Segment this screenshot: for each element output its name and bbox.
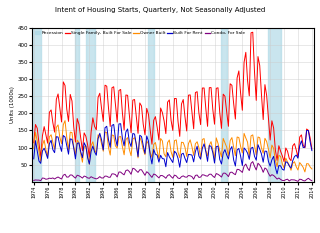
Bar [268,28,281,182]
Bar [86,28,95,182]
Bar [221,28,227,182]
Y-axis label: Units (1000s): Units (1000s) [10,86,14,123]
Legend: Recession, Single Family, Built For Sale, Owner Built, Built For Rent, Condo, Fo: Recession, Single Family, Built For Sale… [34,30,246,36]
Bar [32,28,41,182]
Bar [148,28,154,182]
Bar [76,28,79,182]
Text: Intent of Housing Starts, Quarterly, Not Seasonally Adjusted: Intent of Housing Starts, Quarterly, Not… [55,7,265,13]
